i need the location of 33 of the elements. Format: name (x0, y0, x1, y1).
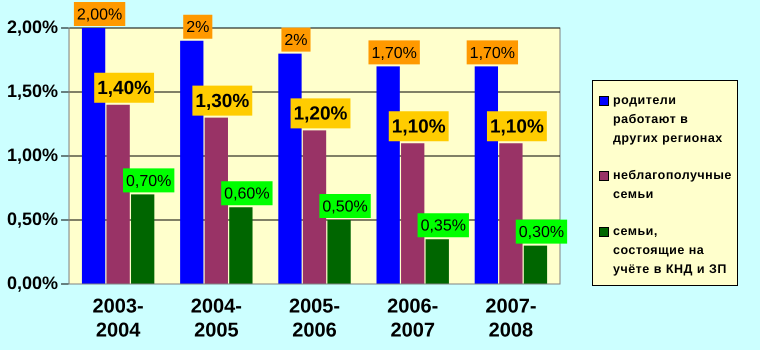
data-label: 1,10% (392, 116, 446, 138)
y-tick-label: 1,50% (6, 80, 58, 101)
y-tick-label: 0,50% (6, 208, 58, 229)
bar (327, 220, 351, 284)
x-tick-label: 2003-2004 (92, 296, 144, 342)
data-label: 0,60% (224, 186, 270, 203)
data-label: 0,70% (126, 172, 172, 190)
data-label: 1,70% (470, 44, 516, 62)
data-label: 1,20% (294, 104, 348, 125)
legend-label: семьи, состоящие на учёте в КНД и ЗП (613, 223, 728, 278)
data-label: 1,10% (490, 116, 544, 138)
legend-label: родители работают в других регионах (613, 92, 724, 147)
data-label: 2% (186, 19, 210, 36)
x-tick-label: 2004-2005 (190, 296, 242, 342)
x-tick-label: 2006-2007 (387, 296, 438, 342)
data-label: 2% (284, 32, 308, 50)
data-label: 1,30% (195, 90, 250, 112)
x-tick-label: 2005-2006 (288, 296, 340, 342)
data-label: 0,35% (420, 218, 466, 235)
bar (426, 239, 449, 284)
bar (524, 246, 548, 284)
y-tick-label: 2,00% (6, 16, 58, 37)
legend-label: неблагополучные семьи (613, 167, 733, 203)
data-label: 0,50% (322, 198, 368, 216)
data-label: 0,30% (518, 224, 564, 242)
y-tick-label: 0,00% (6, 272, 58, 293)
data-label: 1,70% (371, 44, 417, 62)
y-tick-label: 1,00% (6, 144, 58, 165)
x-tick-label: 2007-2008 (485, 296, 536, 342)
data-label: 2,00% (76, 6, 122, 24)
bar (229, 207, 253, 284)
data-label: 1,40% (97, 78, 152, 100)
bar (131, 194, 154, 284)
